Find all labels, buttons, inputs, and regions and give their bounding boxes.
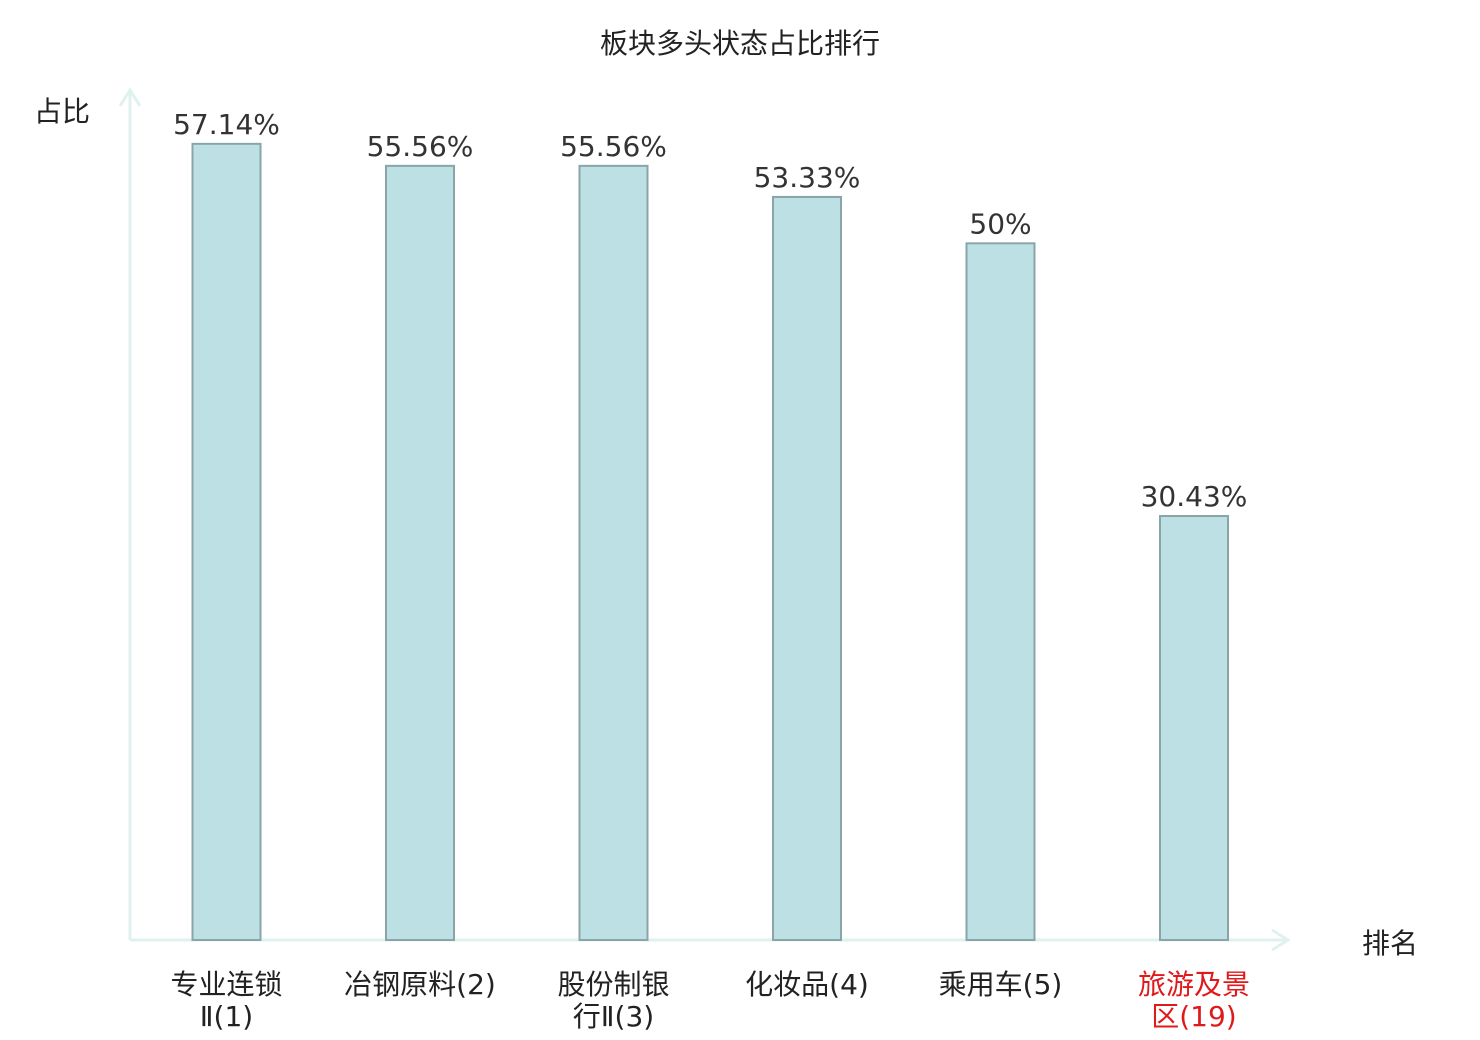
data-label: 53.33% bbox=[754, 161, 861, 194]
x-tick-label: 股份制银 bbox=[557, 968, 669, 1001]
x-tick-label: 乘用车(5) bbox=[939, 968, 1063, 1001]
x-axis-arrow bbox=[1271, 928, 1291, 952]
data-label: 30.43% bbox=[1141, 480, 1248, 513]
y-axis-arrow bbox=[118, 87, 142, 107]
data-label: 55.56% bbox=[560, 130, 667, 163]
bar bbox=[578, 164, 649, 941]
bar bbox=[772, 195, 842, 941]
bar bbox=[1159, 515, 1229, 941]
x-axis-label: 排名 bbox=[1362, 927, 1419, 960]
bar bbox=[191, 142, 262, 942]
x-tick-label: 化妆品(4) bbox=[745, 968, 869, 1001]
data-label: 55.56% bbox=[367, 130, 474, 163]
x-tick-label: 行Ⅱ(3) bbox=[573, 1000, 654, 1033]
data-label: 57.14% bbox=[173, 108, 280, 141]
bar bbox=[965, 242, 1036, 942]
x-tick-label: 专业连锁 bbox=[170, 968, 282, 1001]
x-tick-label: 冶钢原料(2) bbox=[344, 968, 496, 1001]
y-axis-label: 占比 bbox=[34, 95, 91, 128]
chart-title: 板块多头状态占比排行 bbox=[599, 27, 880, 60]
x-tick-label: 旅游及景 bbox=[1138, 968, 1250, 1001]
data-label: 50% bbox=[969, 207, 1031, 240]
x-tick-label: 区(19) bbox=[1151, 1000, 1236, 1033]
x-tick-label: Ⅱ(1) bbox=[200, 1000, 253, 1033]
bar bbox=[385, 164, 455, 941]
